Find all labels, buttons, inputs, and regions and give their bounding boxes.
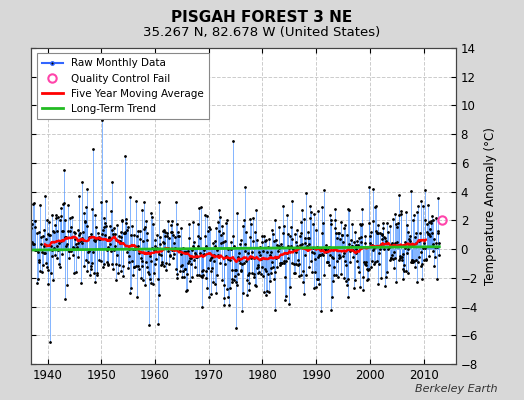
Text: PISGAH FOREST 3 NE: PISGAH FOREST 3 NE [171,10,353,25]
Text: 35.267 N, 82.678 W (United States): 35.267 N, 82.678 W (United States) [144,26,380,39]
Legend: Raw Monthly Data, Quality Control Fail, Five Year Moving Average, Long-Term Tren: Raw Monthly Data, Quality Control Fail, … [37,53,209,119]
Text: Berkeley Earth: Berkeley Earth [416,384,498,394]
Y-axis label: Temperature Anomaly (°C): Temperature Anomaly (°C) [484,127,497,285]
